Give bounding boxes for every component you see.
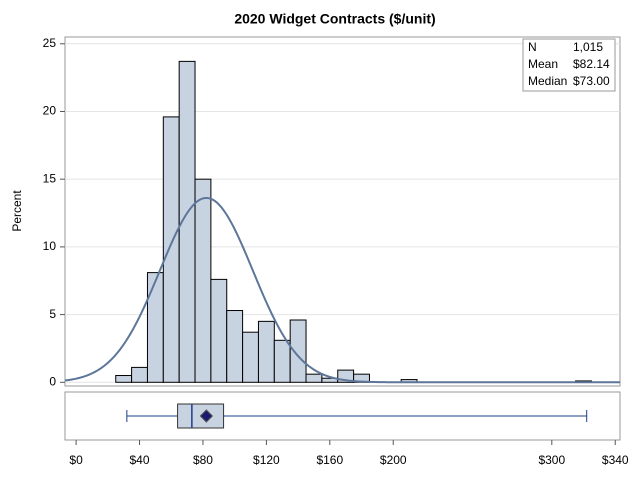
x-tick-label: $80 — [193, 453, 213, 467]
histogram-bar — [242, 331, 259, 383]
histogram-bar — [226, 310, 244, 383]
histogram-bar — [305, 373, 323, 383]
y-tick-label: 5 — [49, 307, 56, 321]
chart-title: 2020 Widget Contracts ($/unit) — [234, 11, 435, 27]
y-axis-label: Percent — [10, 190, 24, 232]
box-panel-frame — [64, 391, 621, 441]
histogram-bar — [210, 278, 228, 383]
inset-label: Median — [528, 74, 567, 88]
histogram-bar — [115, 375, 133, 383]
histogram-bar — [273, 339, 291, 383]
inset: N 1,015 Mean $82.14 Median $73.00 — [522, 38, 616, 92]
histogram-bar — [194, 178, 212, 383]
x-tick-label: $0 — [69, 453, 83, 467]
x-tick-label: $40 — [130, 453, 150, 467]
histogram-bar — [162, 116, 180, 383]
y-tick-label: 10 — [43, 239, 57, 253]
inset-value: $73.00 — [573, 74, 610, 88]
y-tick-label: 20 — [43, 104, 57, 118]
plot-frame — [64, 36, 621, 387]
histogram-bar — [257, 320, 275, 383]
x-tick-label: $200 — [380, 453, 407, 467]
histogram-bar — [131, 366, 148, 383]
inset-value: 1,015 — [573, 40, 603, 54]
y-tick-label: 25 — [43, 36, 57, 50]
histogram-bar — [146, 272, 164, 383]
inset-label: N — [528, 40, 537, 54]
x-tick-label: $300 — [538, 453, 565, 467]
inset-label: Mean — [528, 57, 558, 71]
y-tick-label: 0 — [49, 374, 56, 388]
x-tick-label: $160 — [316, 453, 343, 467]
x-tick-label: $340 — [602, 453, 629, 467]
normal-curve — [64, 196, 620, 384]
x-tick-label: $120 — [253, 453, 280, 467]
inset-frame — [522, 38, 616, 92]
y-tick-label: 15 — [43, 171, 57, 185]
inset-value: $82.14 — [573, 57, 610, 71]
histogram-bar — [289, 319, 307, 383]
mean-marker — [199, 409, 214, 423]
